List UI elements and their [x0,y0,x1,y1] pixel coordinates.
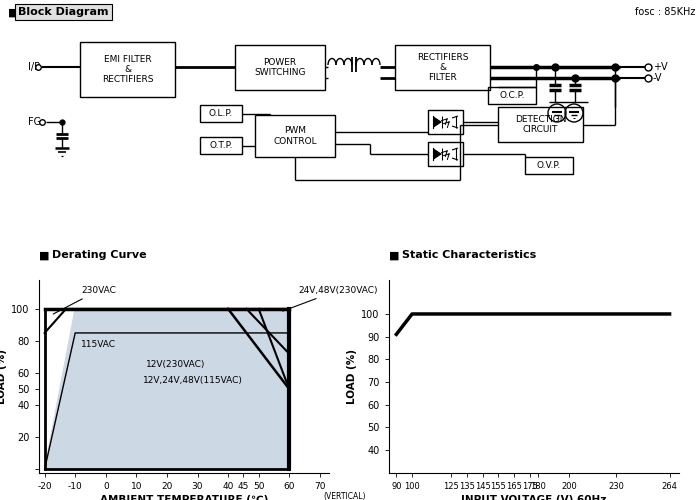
Text: -V: -V [653,73,662,83]
Text: FG: FG [28,117,41,127]
Text: 115VAC: 115VAC [81,340,116,349]
Text: Derating Curve: Derating Curve [52,250,147,260]
Text: Block Diagram: Block Diagram [18,7,108,17]
X-axis label: AMBIENT TEMPERATURE (℃): AMBIENT TEMPERATURE (℃) [99,494,268,500]
Text: Static Characteristics: Static Characteristics [402,250,537,260]
Bar [255,115,335,157]
Text: +V: +V [653,62,668,72]
Bar [498,107,583,142]
Polygon shape [433,148,442,160]
Y-axis label: LOAD (%): LOAD (%) [0,349,7,404]
Bar [428,110,463,134]
Y-axis label: LOAD (%): LOAD (%) [347,349,357,404]
Text: DETECTION
CIRCUIT: DETECTION CIRCUIT [514,115,566,134]
Text: O.T.P.: O.T.P. [209,141,232,150]
Text: fosc : 85KHz: fosc : 85KHz [635,7,695,17]
Bar [200,137,242,154]
Text: 12V,24V,48V(115VAC): 12V,24V,48V(115VAC) [143,376,242,384]
Text: RECTIFIERS
&
FILTER: RECTIFIERS & FILTER [416,52,468,82]
Text: 24V,48V(230VAC): 24V,48V(230VAC) [283,286,378,311]
Text: O.C.P.: O.C.P. [499,91,525,100]
Polygon shape [433,116,442,128]
Text: I/P: I/P [28,62,40,72]
Text: POWER
SWITCHING: POWER SWITCHING [254,58,306,77]
Bar [80,42,175,97]
Text: O.V.P.: O.V.P. [537,161,561,170]
Text: (VERTICAL): (VERTICAL) [323,492,365,500]
Text: ■: ■ [389,251,399,261]
Text: ■: ■ [8,8,18,18]
Bar [488,87,536,104]
Text: O.L.P.: O.L.P. [209,109,233,118]
Bar [525,157,573,174]
Bar [200,105,242,122]
Text: PWM
CONTROL: PWM CONTROL [273,126,317,146]
Text: 12V(230VAC): 12V(230VAC) [146,360,205,368]
Bar [428,142,463,166]
Text: ■: ■ [38,251,49,261]
Text: 230VAC: 230VAC [53,286,116,314]
Bar [235,45,325,90]
Bar [395,45,490,90]
Text: EMI FILTER
&
RECTIFIERS: EMI FILTER & RECTIFIERS [102,54,153,84]
Polygon shape [45,309,289,470]
X-axis label: INPUT VOLTAGE (V) 60Hz: INPUT VOLTAGE (V) 60Hz [461,494,606,500]
